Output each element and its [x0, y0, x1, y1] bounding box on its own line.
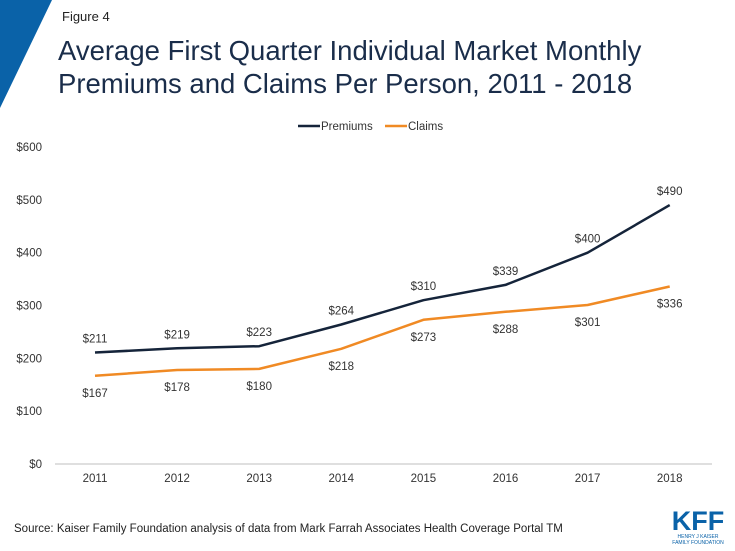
line-chart: $0 $100 $200 $300 $400 $500 $600 2011 2012 2013 20… — [16, 121, 712, 485]
y-tick-label: $0 — [29, 459, 42, 471]
x-tick-label: 2018 — [657, 473, 683, 485]
x-tick-label: 2015 — [411, 473, 437, 485]
kff-logo: KFF HENRY J KAISER FAMILY FOUNDATION — [668, 506, 728, 547]
x-tick-label: 2014 — [329, 473, 355, 485]
premiums-data-label: $264 — [329, 306, 355, 318]
claims-data-label: $178 — [164, 382, 190, 394]
source-note: Source: Kaiser Family Foundation analysi… — [14, 523, 563, 535]
x-tick-label: 2016 — [493, 473, 519, 485]
premiums-data-label: $490 — [657, 186, 683, 198]
premiums-data-label: $339 — [493, 266, 519, 278]
y-tick-label: $500 — [16, 195, 42, 207]
x-tick-label: 2013 — [246, 473, 272, 485]
premiums-data-label: $310 — [411, 281, 437, 293]
premiums-data-label: $223 — [246, 327, 272, 339]
claims-data-label: $180 — [246, 381, 272, 393]
y-tick-label: $600 — [16, 142, 42, 154]
logo-subtitle: HENRY J KAISER FAMILY FOUNDATION — [672, 534, 724, 546]
y-tick-label: $200 — [16, 353, 42, 365]
series-line-premiums — [94, 204, 671, 354]
y-tick-label: $400 — [16, 248, 42, 260]
legend-label-claims: Claims — [408, 121, 443, 133]
legend-label-premiums: Premiums — [321, 121, 373, 133]
x-tick-label: 2011 — [83, 473, 108, 485]
claims-data-label: $273 — [411, 332, 437, 344]
premiums-data-label: $211 — [83, 334, 108, 346]
series-line-claims — [94, 285, 670, 378]
claims-data-label: $218 — [329, 361, 355, 373]
x-tick-label: 2012 — [164, 473, 190, 485]
chart-title: Average First Quarter Individual Market … — [58, 35, 642, 99]
claims-data-label: $301 — [575, 317, 601, 329]
claims-data-label: $288 — [493, 324, 519, 336]
logo-mark: KFF — [671, 506, 725, 536]
claims-data-label: $336 — [657, 298, 683, 310]
premiums-data-label: $219 — [164, 329, 190, 341]
premiums-data-label: $400 — [575, 234, 601, 246]
corner-accent — [0, 0, 52, 108]
figure-label: Figure 4 — [62, 9, 110, 24]
claims-data-label: $167 — [82, 388, 108, 400]
y-tick-label: $300 — [16, 301, 42, 313]
y-tick-label: $100 — [16, 406, 42, 418]
x-tick-label: 2017 — [575, 473, 601, 485]
